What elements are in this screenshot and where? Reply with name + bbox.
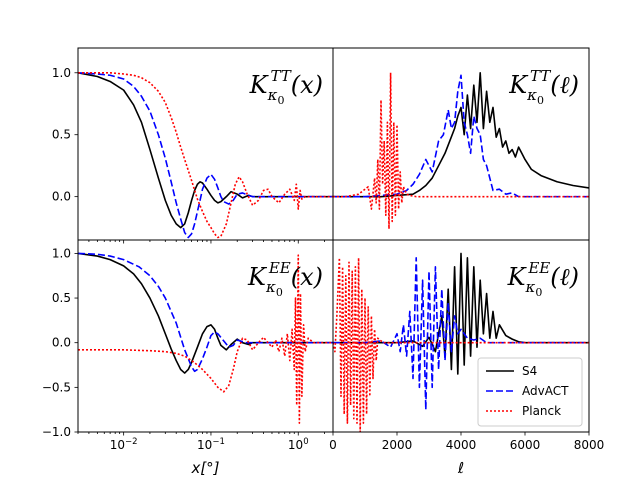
panel-title: Kκ0TT(x) [249, 67, 323, 107]
x-tick-label: 2000 [382, 438, 413, 452]
x-tick-label: 10−1 [197, 437, 225, 452]
series-line-advact [78, 252, 333, 373]
x-tick-label: 8000 [574, 438, 605, 452]
x-tick-label: 6000 [510, 438, 541, 452]
series-line-planck [78, 71, 333, 239]
series-line-s4 [333, 71, 589, 198]
panel-title: Kκ0EE(ℓ) [507, 259, 579, 299]
series-line-advact [333, 257, 589, 411]
legend: S4 AdvACT Planck [477, 357, 583, 427]
y-tick-label: 1.0 [52, 66, 71, 80]
panel-top-left: 1.0 0.5 0.0 Kκ0TT(x) [52, 47, 334, 244]
x-tick-label: 100 [288, 437, 309, 452]
y-tick-label: 1.0 [52, 246, 71, 260]
legend-label-planck: Planck [522, 404, 561, 418]
series-line-planck [333, 71, 589, 230]
x-axis-label: x[°] [190, 459, 219, 477]
series-line-planck [333, 257, 589, 432]
x-tick-label: 10−2 [110, 437, 138, 452]
panel-top-right: Kκ0TT(ℓ) [332, 47, 590, 241]
x-axis-label: ℓ [457, 459, 464, 477]
series-line-advact [333, 74, 589, 198]
legend-box [477, 357, 583, 427]
y-tick-label: −1.0 [42, 425, 71, 439]
x-tick-label: 4000 [446, 438, 477, 452]
series-line-s4 [333, 252, 589, 375]
series-line-advact [78, 71, 333, 239]
y-tick-label: 0.5 [52, 128, 71, 142]
legend-label-advact: AdvACT [522, 384, 569, 398]
panel-title: Kκ0EE(x) [247, 259, 323, 299]
y-tick-label: 0.5 [52, 291, 71, 305]
y-tick-label: 0.0 [52, 336, 71, 350]
x-tick-label: 0 [329, 438, 337, 452]
panel-bottom-right: 0 2000 4000 6000 8000 ℓ Kκ0EE(ℓ) [329, 239, 605, 477]
legend-label-s4: S4 [522, 364, 537, 378]
series-line-planck [78, 254, 333, 424]
y-tick-label: 0.0 [52, 190, 71, 204]
y-tick-label: −0.5 [42, 380, 71, 394]
panel-bottom-left: 10−2 10−1 100 1.0 0.5 0.0 −0.5 −1.0 x[°] Kκ0EE(x) [42, 239, 334, 477]
panel-title: Kκ0TT(ℓ) [508, 67, 579, 107]
